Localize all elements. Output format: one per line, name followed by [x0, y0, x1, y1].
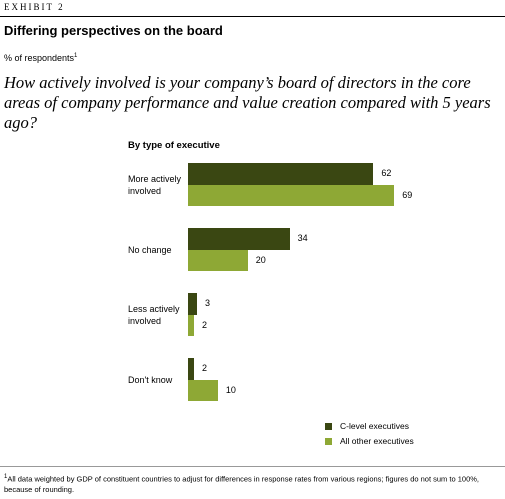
category-label: Don't know: [128, 374, 173, 385]
value-label: 62: [381, 168, 392, 178]
chart-title: Differing perspectives on the board: [4, 23, 223, 38]
value-label: 3: [204, 298, 210, 308]
group-label: By type of executive: [128, 140, 220, 151]
subtitle-text: % of respondents: [4, 53, 75, 63]
footnote: 1All data weighted by GDP of constituent…: [4, 472, 504, 495]
category-label: Less actively involved: [128, 303, 180, 326]
bar: [188, 379, 218, 401]
value-label: 10: [225, 384, 236, 395]
exhibit-label: EXHIBIT 2: [4, 2, 65, 12]
bar: [188, 314, 194, 336]
question: How actively involved is your company’s …: [4, 73, 491, 132]
legend-label: C-level executives: [340, 421, 409, 431]
value-label: 69: [402, 189, 413, 200]
rule: [0, 16, 505, 17]
bar: [188, 184, 395, 206]
legend-label: All other executives: [340, 436, 414, 446]
value-label: 2: [201, 319, 207, 330]
footnote-marker: 1: [4, 474, 8, 480]
footnote-text: All data weighted by GDP of constituent …: [4, 474, 479, 494]
legend-swatch: [325, 423, 332, 430]
note-marker: 1: [74, 53, 78, 59]
bar: [188, 358, 194, 380]
rule: [0, 466, 505, 467]
bar: [188, 293, 197, 315]
category-label: No change: [128, 244, 172, 255]
bar: [188, 249, 248, 271]
value-label: 34: [297, 233, 308, 243]
subtitle: % of respondents1: [4, 53, 77, 63]
category-label: More actively involved: [128, 173, 182, 196]
value-label: 2: [201, 363, 207, 373]
legend-swatch: [325, 438, 332, 445]
value-label: 20: [255, 254, 266, 265]
bar: [188, 163, 374, 185]
bar: [188, 228, 290, 250]
